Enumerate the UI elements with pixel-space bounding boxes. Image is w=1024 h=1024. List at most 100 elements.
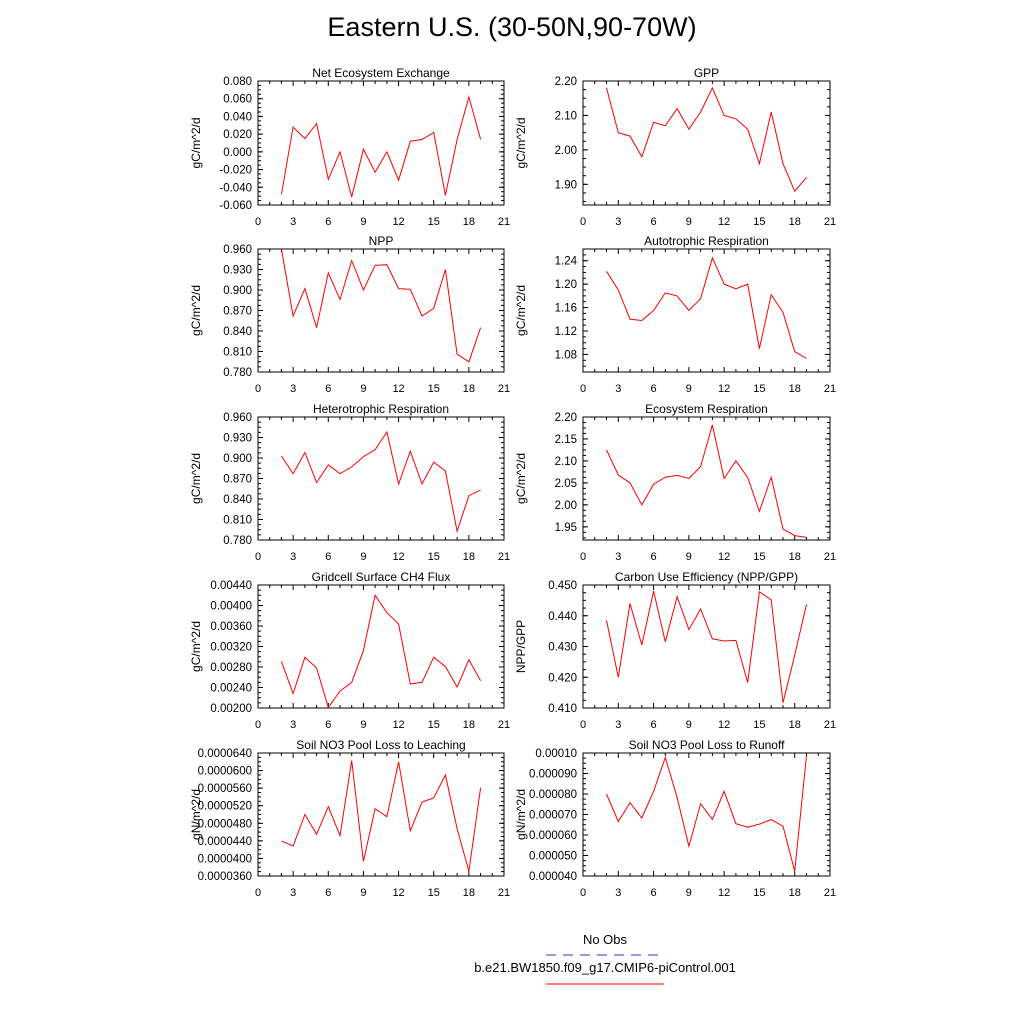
x-tick-label: 18 bbox=[789, 383, 801, 395]
x-tick-label: 9 bbox=[360, 887, 366, 899]
x-tick-label: 15 bbox=[428, 216, 440, 228]
y-tick-label: 0.840 bbox=[223, 494, 252, 506]
x-tick-label: 3 bbox=[290, 887, 296, 899]
x-tick-label: 6 bbox=[651, 551, 657, 563]
x-tick-label: 12 bbox=[392, 719, 404, 731]
x-tick-label: 6 bbox=[325, 551, 331, 563]
y-tick-label: -0.060 bbox=[219, 200, 252, 212]
y-tick-label: 0.930 bbox=[223, 265, 252, 277]
y-tick-label: 0.0000480 bbox=[198, 818, 252, 830]
plot-frame bbox=[257, 248, 505, 373]
series-line bbox=[606, 86, 807, 193]
plot-frame bbox=[582, 584, 831, 709]
y-tick-label: 0.000060 bbox=[529, 830, 577, 842]
y-axis-label: gC/m^2/d bbox=[189, 118, 203, 169]
x-tick-label: 18 bbox=[789, 551, 801, 563]
y-tick-label: 0.000080 bbox=[529, 789, 577, 801]
x-tick-label: 9 bbox=[686, 551, 692, 563]
x-tick-label: 12 bbox=[392, 551, 404, 563]
y-tick-label: 0.060 bbox=[223, 94, 252, 106]
x-tick-label: 3 bbox=[290, 551, 296, 563]
x-tick-label: 18 bbox=[463, 216, 475, 228]
y-tick-label: 2.00 bbox=[555, 145, 577, 157]
chart-title: Net Ecosystem Exchange bbox=[312, 66, 450, 80]
y-tick-label: 2.10 bbox=[555, 456, 577, 468]
x-tick-label: 0 bbox=[255, 383, 261, 395]
x-tick-label: 18 bbox=[463, 887, 475, 899]
x-tick-label: 15 bbox=[428, 551, 440, 563]
y-tick-label: 0.430 bbox=[548, 642, 577, 654]
y-tick-label: 0.080 bbox=[223, 76, 252, 88]
y-tick-label: 0.960 bbox=[223, 412, 252, 424]
x-tick-label: 9 bbox=[686, 216, 692, 228]
x-tick-label: 21 bbox=[498, 551, 510, 563]
x-tick-label: 0 bbox=[255, 216, 261, 228]
chart-title: Autotrophic Respiration bbox=[644, 234, 769, 248]
y-axis-label: NPP/GPP bbox=[514, 620, 528, 673]
y-tick-label: 2.20 bbox=[555, 76, 577, 88]
x-tick-label: 6 bbox=[651, 719, 657, 731]
x-tick-label: 0 bbox=[580, 383, 586, 395]
series-line bbox=[606, 256, 807, 359]
chart-title: Soil NO3 Pool Loss to Runoff bbox=[629, 738, 786, 752]
chart-title: Carbon Use Efficiency (NPP/GPP) bbox=[615, 570, 798, 584]
x-tick-label: 15 bbox=[753, 383, 765, 395]
plot-frame bbox=[582, 416, 831, 541]
plot-frame bbox=[257, 752, 505, 877]
x-tick-label: 3 bbox=[290, 383, 296, 395]
x-tick-label: 6 bbox=[325, 719, 331, 731]
x-tick-label: 6 bbox=[651, 383, 657, 395]
x-tick-label: 3 bbox=[615, 551, 621, 563]
y-tick-label: 0.00240 bbox=[210, 683, 252, 695]
y-tick-label: 0.00360 bbox=[210, 621, 252, 633]
y-tick-label: 0.440 bbox=[548, 611, 577, 623]
y-tick-label: 0.00280 bbox=[210, 662, 252, 674]
y-tick-label: 0.870 bbox=[223, 474, 252, 486]
x-tick-label: 9 bbox=[360, 719, 366, 731]
chart-title: Ecosystem Respiration bbox=[645, 402, 768, 416]
x-tick-label: 6 bbox=[325, 383, 331, 395]
y-tick-label: 1.16 bbox=[555, 303, 577, 315]
x-tick-label: 3 bbox=[615, 887, 621, 899]
y-tick-label: 0.810 bbox=[223, 515, 252, 527]
chart-title: Gridcell Surface CH4 Flux bbox=[312, 570, 451, 584]
series-line bbox=[606, 755, 807, 872]
series-line bbox=[280, 249, 482, 363]
y-tick-label: 0.780 bbox=[223, 367, 252, 379]
chart-title: NPP bbox=[369, 234, 394, 248]
chart-panel: Soil NO3 Pool Loss to Leaching gN/m^2/d 0 3… bbox=[189, 738, 510, 899]
x-tick-label: 18 bbox=[463, 719, 475, 731]
y-tick-label: 0.0000560 bbox=[198, 783, 252, 795]
series-line bbox=[280, 95, 482, 198]
series-line bbox=[280, 594, 482, 708]
chart-title: Heterotrophic Respiration bbox=[313, 402, 449, 416]
x-tick-label: 12 bbox=[718, 216, 730, 228]
series-line bbox=[606, 424, 807, 538]
x-tick-label: 15 bbox=[753, 551, 765, 563]
plot-frame bbox=[582, 80, 831, 206]
y-tick-label: 0.000 bbox=[223, 147, 252, 159]
x-tick-label: 9 bbox=[686, 383, 692, 395]
y-tick-label: 0.900 bbox=[223, 285, 252, 297]
x-tick-label: 9 bbox=[360, 551, 366, 563]
x-tick-label: 21 bbox=[824, 216, 836, 228]
series-line bbox=[606, 590, 807, 703]
y-tick-label: 1.95 bbox=[555, 522, 577, 534]
y-axis-label: gC/m^2/d bbox=[189, 285, 203, 336]
x-tick-label: 0 bbox=[580, 216, 586, 228]
y-axis-label: gC/m^2/d bbox=[514, 118, 528, 169]
chart-panel: Ecosystem Respiration gC/m^2/d 0 3 6 9 12 15 18 2… bbox=[514, 402, 836, 563]
chart-panel: NPP gC/m^2/d 0 3 6 9 12 15 18 21 0.780 0.810 0.840 0.… bbox=[189, 234, 510, 395]
series-line bbox=[281, 760, 482, 872]
x-tick-label: 9 bbox=[360, 383, 366, 395]
x-tick-label: 18 bbox=[789, 887, 801, 899]
plot-frame bbox=[582, 248, 831, 373]
y-tick-label: 0.000070 bbox=[529, 810, 577, 822]
x-tick-label: 3 bbox=[615, 383, 621, 395]
y-tick-label: 0.810 bbox=[223, 347, 252, 359]
y-tick-label: 0.450 bbox=[548, 580, 577, 592]
x-tick-label: 0 bbox=[580, 719, 586, 731]
x-tick-label: 12 bbox=[718, 887, 730, 899]
x-tick-label: 21 bbox=[498, 216, 510, 228]
x-tick-label: 12 bbox=[718, 719, 730, 731]
